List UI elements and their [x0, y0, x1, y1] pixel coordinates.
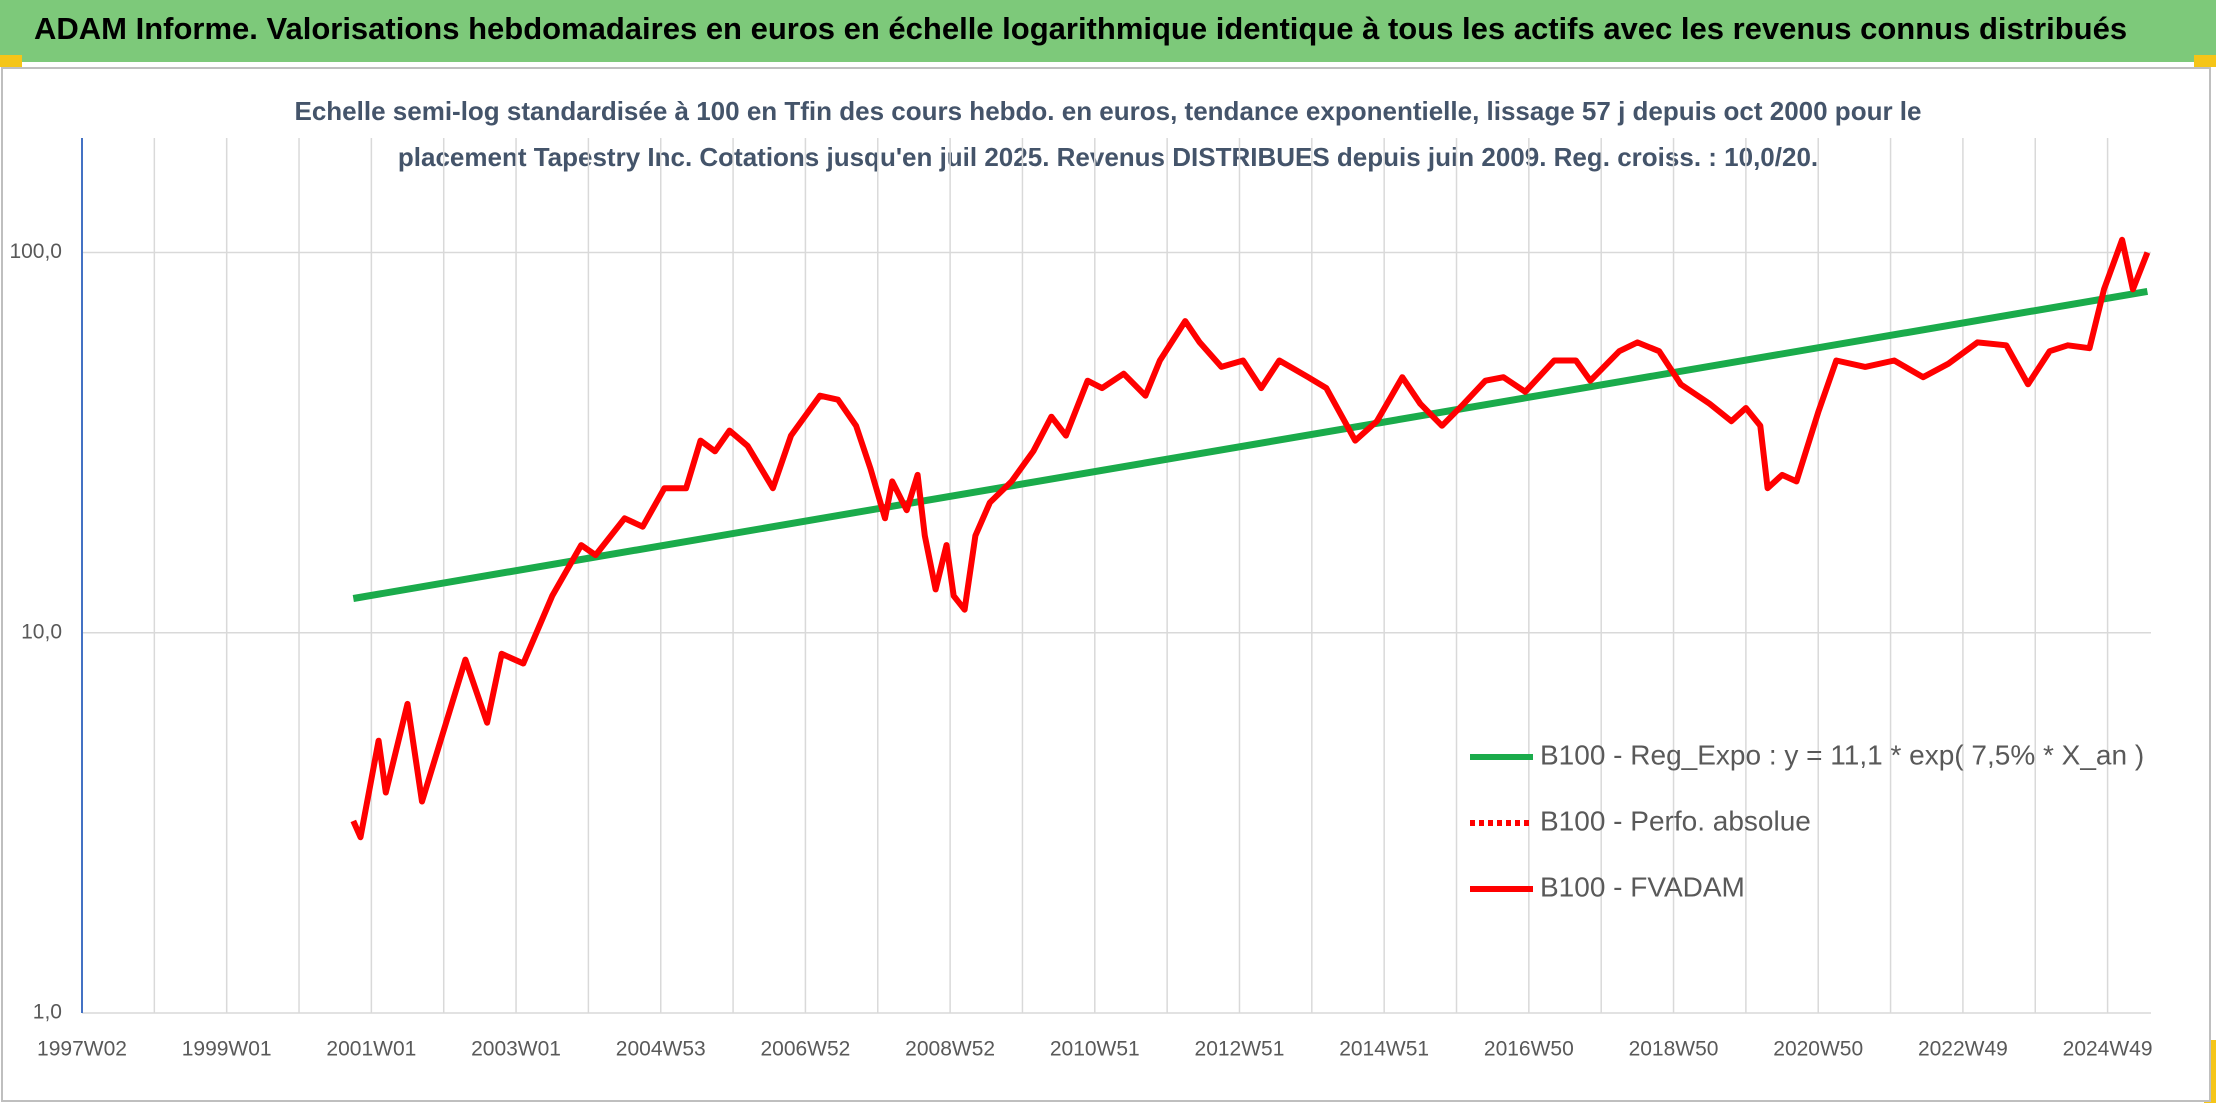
- x-tick-label: 2004W53: [616, 1038, 706, 1061]
- y-tick-label: 1,0: [33, 1001, 62, 1024]
- x-tick-label: 2022W49: [1918, 1038, 2008, 1061]
- x-tick-label: 2003W01: [471, 1038, 561, 1061]
- x-tick-label: 2001W01: [326, 1038, 416, 1061]
- chart-subtitle: placement Tapestry Inc. Cotations jusqu'…: [398, 142, 1818, 172]
- chart-frame: [1, 67, 2211, 1102]
- grid: 1997W02 1999W01 2001W01 2003W01 2004W53 2006W…: [9, 138, 2153, 1061]
- data-line: [350, 236, 2151, 841]
- x-tick-label: 2012W51: [1195, 1038, 1285, 1061]
- page-title: ADAM Informe. Valorisations hebdomadaire…: [34, 11, 2127, 46]
- y-tick-label: 100,0: [9, 240, 62, 263]
- chart-subtitle: Echelle semi-log standardisée à 100 en T…: [295, 96, 1922, 126]
- data-line: [352, 287, 2148, 602]
- header-bar: [0, 0, 2216, 62]
- x-tick-label: 2010W51: [1050, 1038, 1140, 1061]
- legend: B100 - Reg_Expo : y = 11,1 * exp( 7,5% *…: [1470, 739, 2144, 902]
- corner-mark: [0, 55, 22, 67]
- x-tick-label: 2014W51: [1339, 1038, 1429, 1061]
- legend-label: B100 - FVADAM: [1540, 871, 1745, 902]
- x-tick-label: 2020W50: [1773, 1038, 1863, 1061]
- x-tick-label: 1999W01: [182, 1038, 272, 1061]
- y-tick-label: 10,0: [21, 620, 62, 643]
- x-tick-label: 1997W02: [37, 1038, 127, 1061]
- x-tick-label: 2008W52: [905, 1038, 995, 1061]
- legend-label: B100 - Perfo. absolue: [1540, 805, 1811, 836]
- x-tick-label: 2006W52: [760, 1038, 850, 1061]
- corner-mark: [2194, 55, 2216, 67]
- legend-label: B100 - Reg_Expo : y = 11,1 * exp( 7,5% *…: [1540, 739, 2144, 770]
- x-tick-label: 2024W49: [2063, 1038, 2153, 1061]
- x-tick-label: 2018W50: [1629, 1038, 1719, 1061]
- plot: [350, 236, 2151, 841]
- x-tick-label: 2016W50: [1484, 1038, 1574, 1061]
